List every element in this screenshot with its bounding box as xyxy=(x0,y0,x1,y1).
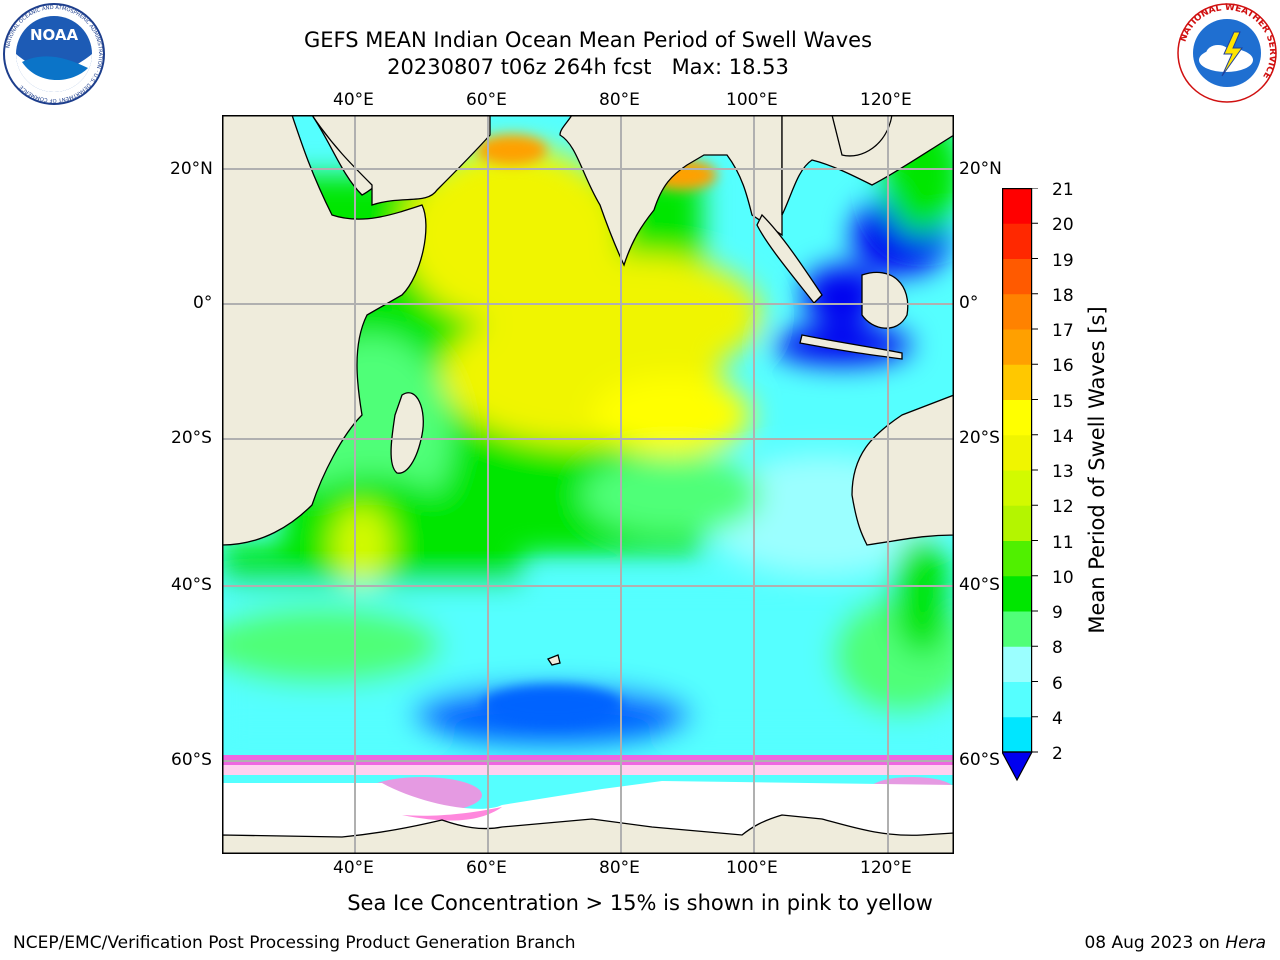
colorbar-title: Mean Period of Swell Waves [s] xyxy=(1085,306,1109,634)
colorbar-tick-label: 6 xyxy=(1052,674,1063,694)
colorbar-tick-label: 14 xyxy=(1052,427,1074,447)
colorbar-tick-label: 8 xyxy=(1052,638,1063,658)
map-panel xyxy=(222,115,954,854)
colorbar-swatch xyxy=(1002,364,1032,400)
lon-label-top: 60°E xyxy=(466,90,507,110)
nws-logo: NATIONAL WEATHER SERVICE xyxy=(1177,3,1277,103)
footer-machine: Hera xyxy=(1225,933,1266,953)
lon-label-bottom: 100°E xyxy=(726,858,778,878)
lon-label-bottom: 80°E xyxy=(599,858,640,878)
colorbar-swatch xyxy=(1002,470,1032,506)
lat-label-left: 20°N xyxy=(170,159,213,179)
lon-label-top: 120°E xyxy=(860,90,912,110)
colorbar-tick-label: 16 xyxy=(1052,356,1074,376)
graticule xyxy=(222,115,954,854)
colorbar-swatch xyxy=(1002,540,1032,577)
colorbar-tick-label: 15 xyxy=(1052,392,1074,412)
map-border xyxy=(222,115,954,854)
colorbar-swatch xyxy=(1002,434,1032,471)
land-masses xyxy=(222,115,954,854)
footer-date-text: 08 Aug 2023 on xyxy=(1084,933,1226,953)
colorbar-swatch xyxy=(1002,223,1032,259)
colorbar xyxy=(1002,188,1038,782)
lat-label-left: 20°S xyxy=(171,428,212,448)
noaa-logo-text: NOAA xyxy=(30,26,79,44)
colorbar-tick-label: 19 xyxy=(1052,251,1074,271)
colorbar-tick-label: 9 xyxy=(1052,603,1063,623)
colorbar-swatch xyxy=(1002,329,1032,365)
colorbar-swatch xyxy=(1002,575,1032,612)
lat-label-left: 0° xyxy=(193,293,213,313)
footer-date: 08 Aug 2023 on Hera xyxy=(1084,933,1266,953)
colorbar-under-triangle xyxy=(1002,751,1034,782)
colorbar-tick-label: 2 xyxy=(1052,744,1063,764)
colorbar-swatch xyxy=(1002,646,1032,682)
lon-label-bottom: 40°E xyxy=(333,858,374,878)
lat-label-left: 60°S xyxy=(171,750,212,770)
colorbar-swatch xyxy=(1002,188,1032,224)
footer-credit: NCEP/EMC/Verification Post Processing Pr… xyxy=(13,933,576,953)
colorbar-swatch xyxy=(1002,716,1032,753)
colorbar-tick-label: 21 xyxy=(1052,180,1074,200)
noaa-logo: NOAA NATIONAL OCEANIC AND ATMOSPHERIC AD… xyxy=(3,3,105,105)
lon-label-bottom: 60°E xyxy=(466,858,507,878)
colorbar-tick-label: 20 xyxy=(1052,215,1074,235)
colorbar-swatch xyxy=(1002,505,1032,541)
colorbar-border xyxy=(1002,188,1033,753)
colorbar-tick-label: 13 xyxy=(1052,462,1074,482)
map-title: GEFS MEAN Indian Ocean Mean Period of Sw… xyxy=(303,28,873,52)
colorbar-tick-label: 11 xyxy=(1052,533,1074,553)
lon-label-top: 40°E xyxy=(333,90,374,110)
lon-label-bottom: 120°E xyxy=(860,858,912,878)
colorbar-tick-label: 10 xyxy=(1052,568,1074,588)
colorbar-tick-label: 18 xyxy=(1052,286,1074,306)
lat-label-right: 0° xyxy=(959,293,979,313)
lat-label-left: 40°S xyxy=(171,575,212,595)
lon-label-top: 100°E xyxy=(726,90,778,110)
sea-ice-note: Sea Ice Concentration > 15% is shown in … xyxy=(347,891,933,915)
colorbar-tick-label: 12 xyxy=(1052,497,1074,517)
colorbar-swatch xyxy=(1002,293,1032,330)
colorbar-swatch xyxy=(1002,611,1032,647)
lon-label-top: 80°E xyxy=(599,90,640,110)
lat-label-right: 60°S xyxy=(959,750,1000,770)
colorbar-tick-label: 4 xyxy=(1052,709,1063,729)
colorbar-swatch xyxy=(1002,681,1032,718)
lat-label-right: 20°N xyxy=(959,159,1002,179)
colorbar-swatch xyxy=(1002,399,1032,436)
colorbar-tick-label: 17 xyxy=(1052,321,1074,341)
colorbar-swatch xyxy=(1002,258,1032,295)
lat-label-right: 20°S xyxy=(959,428,1000,448)
map-subtitle: 20230807 t06z 264h fcst Max: 18.53 xyxy=(387,55,789,79)
lat-label-right: 40°S xyxy=(959,575,1000,595)
